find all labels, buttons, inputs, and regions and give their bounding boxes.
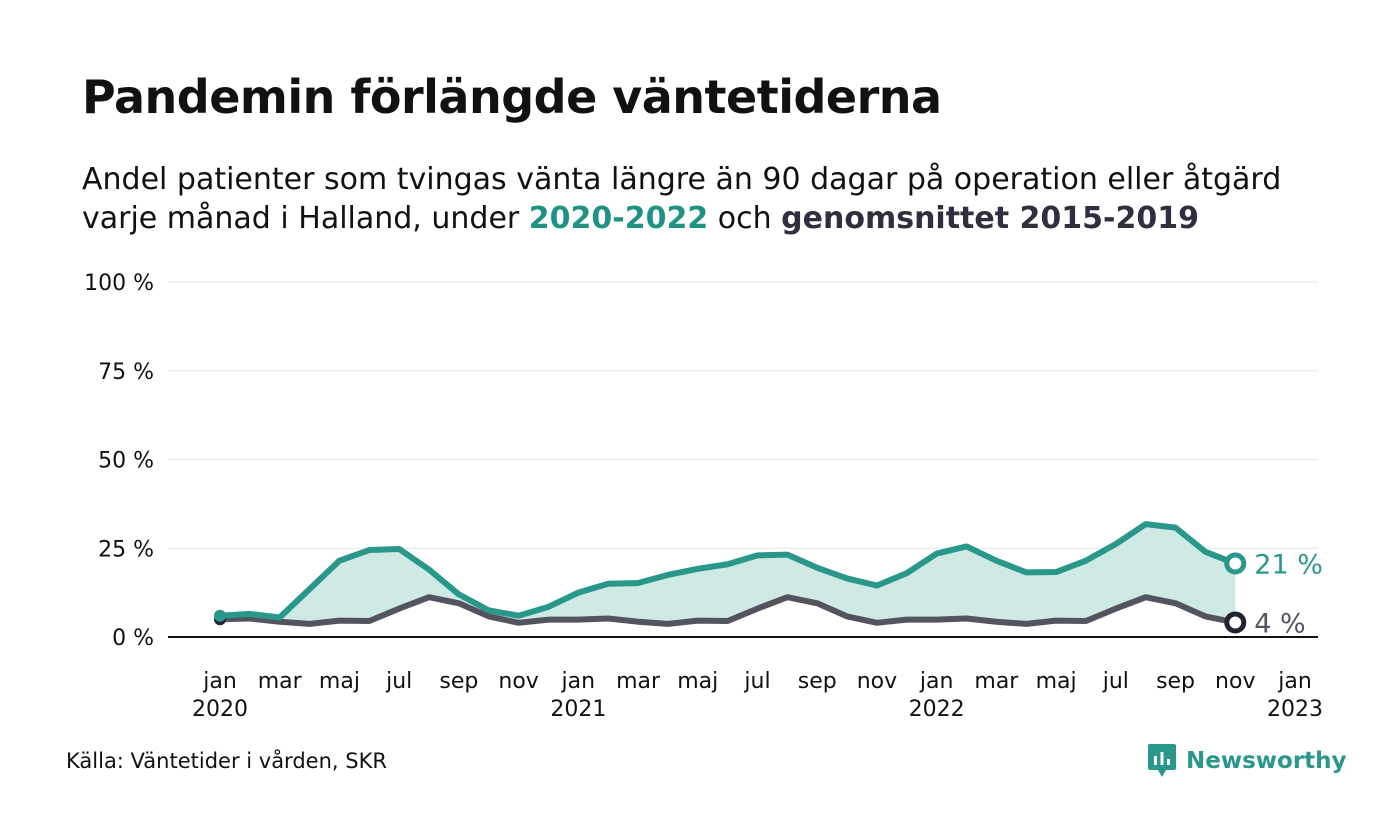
x-tick-label: sep [798,669,837,694]
subtitle-line-2: varje månad i Halland, under 2020-2022 o… [82,199,1340,238]
subtitle-line-1: Andel patienter som tvingas vänta längre… [82,162,1282,197]
x-tick-label: maj [1036,669,1077,694]
subtitle-text: varje månad i Halland, under [82,201,529,236]
x-tick-label: sep [1156,669,1195,694]
chart-subtitle: Andel patienter som tvingas vänta längre… [82,160,1340,238]
x-tick-label: mar [616,669,661,694]
x-tick-year-label: 2020 [192,697,248,722]
area-difference-fill [220,524,1236,624]
x-tick-label: jan [202,669,237,694]
series-current-end-label: 21 % [1254,550,1323,581]
subtitle-series-average: genomsnittet 2015-2019 [781,201,1199,236]
series-line-current [219,521,1237,621]
x-tick-label: nov [498,669,538,694]
brand-logo: Newsworthy [1148,744,1347,778]
x-tick-label: jan [561,669,596,694]
x-tick-year-label: 2022 [909,697,965,722]
x-tick-year-label: 2023 [1267,697,1323,722]
series-average-end-label: 4 % [1254,608,1305,639]
x-tick-label: maj [319,669,360,694]
y-tick-label: 50 % [98,449,154,474]
x-tick-label: jan [1277,669,1312,694]
x-tick-label: mar [258,669,303,694]
x-tick-year-label: 2021 [550,697,606,722]
series-current-start-point [214,609,226,622]
series-current-end-point [1224,552,1247,575]
x-tick-label: nov [857,669,897,694]
x-tick-label: jul [385,669,412,694]
chart-title: Pandemin förlängde väntetiderna [82,70,942,124]
x-tick-label: jul [743,669,770,694]
x-tick-label: nov [1215,669,1255,694]
x-tick-label: maj [677,669,718,694]
subtitle-series-current: 2020-2022 [528,201,709,236]
x-tick-label: jul [1102,669,1129,694]
y-tick-label: 75 % [98,360,154,385]
y-tick-label: 0 % [112,626,154,651]
x-tick-label: sep [439,669,478,694]
x-tick-label: jan [919,669,954,694]
series-average-end-point [1224,611,1247,634]
series-line-average [219,594,1236,627]
source-note: Källa: Väntetider i vården, SKR [66,749,387,773]
y-tick-label: 100 % [84,271,154,296]
y-tick-label: 25 % [98,537,154,562]
x-tick-label: mar [974,669,1019,694]
bar-chart-speech-bubble-icon [1148,744,1176,777]
subtitle-text-and: och [708,201,782,236]
brand-name: Newsworthy [1186,748,1347,774]
